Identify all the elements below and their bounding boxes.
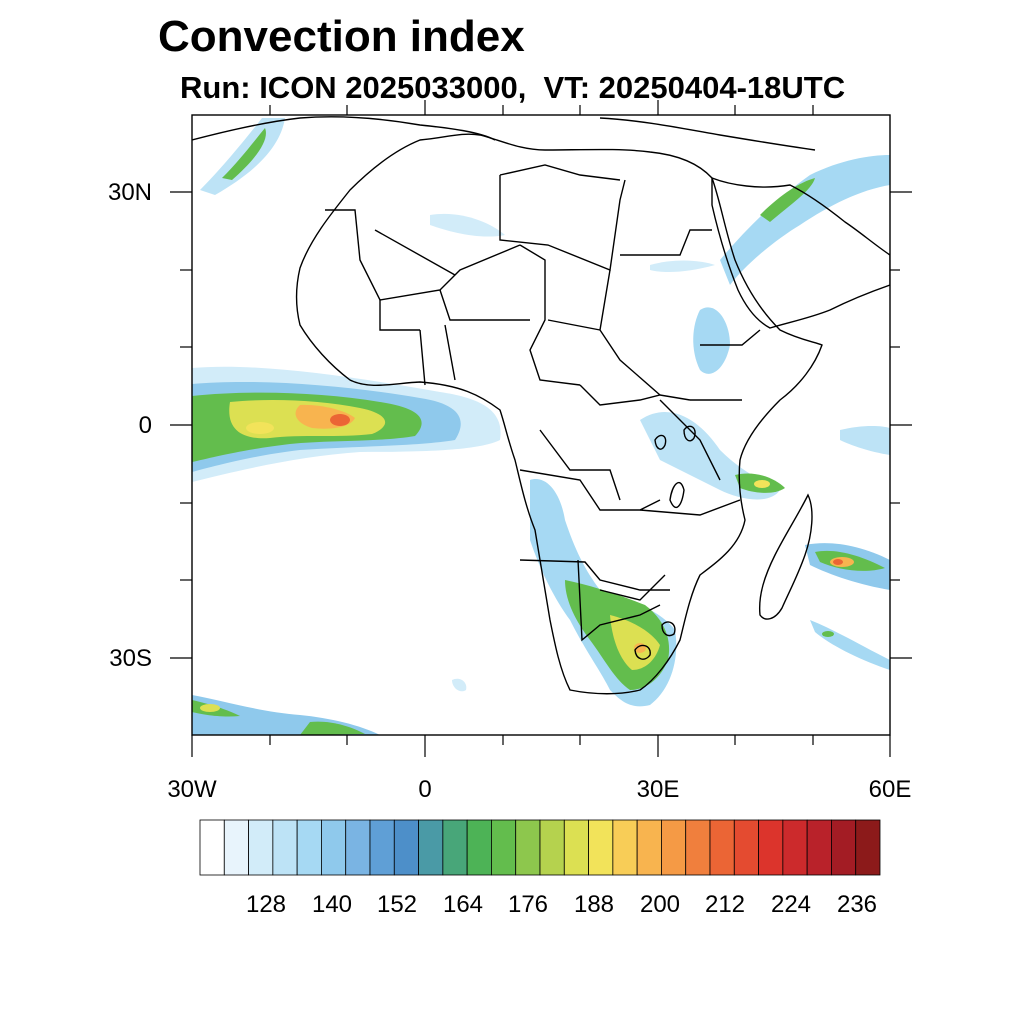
colorbar-tick-label: 140 [312,891,352,918]
colorbar-tick-label: 224 [771,891,811,918]
coastlines [192,116,890,695]
colorbar-cell [321,819,347,876]
colorbar-cell [442,819,468,876]
colorbar-cell [831,819,857,876]
colorbar-tick-label: 188 [574,891,614,918]
colorbar-cell [563,819,589,876]
lon-label-30w: 30W [167,776,217,803]
lat-label-0: 0 [139,412,152,439]
colorbar-cell [806,819,832,876]
colorbar-tick-label: 164 [443,891,483,918]
colorbar-tick-label: 200 [640,891,680,918]
colorbar-tick-label: 128 [246,891,286,918]
map-title: Convection index [158,12,525,61]
colorbar-cell [491,819,517,876]
colorbar-cell [248,819,274,876]
colorbar-cell [855,819,881,876]
colorbar-cell [758,819,784,876]
arabia-cloud [720,155,890,285]
colorbar-cell [709,819,735,876]
colorbar-cell [369,819,395,876]
convection-field [192,118,890,735]
colorbar-cell [588,819,614,876]
lon-label-30e: 30E [637,776,680,803]
axis-ticks [170,100,912,757]
colorbar-cell [539,819,565,876]
lon-label-60e: 60E [869,776,912,803]
colorbar-cell [515,819,541,876]
colorbar [199,819,881,876]
map-subtitle: Run: ICON 2025033000, VT: 20250404-18UTC [180,70,846,105]
colorbar-cell [661,819,687,876]
colorbar-cell [345,819,371,876]
colorbar-cell [272,819,298,876]
colorbar-cell [612,819,638,876]
colorbar-cell [296,819,322,876]
colorbar-tick-label: 152 [377,891,417,918]
colorbar-cell [418,819,444,876]
lat-label-30n: 30N [108,179,152,206]
lat-label-30s: 30S [109,645,152,672]
colorbar-labels: 128 140 152 164 176 188 200 212 224 236 [246,891,877,918]
colorbar-cell [393,819,419,876]
colorbar-cell [636,819,662,876]
colorbar-tick-label: 176 [508,891,548,918]
colorbar-cell [733,819,759,876]
colorbar-tick-label: 236 [837,891,877,918]
colorbar-cell [685,819,711,876]
colorbar-cell [223,819,249,876]
colorbar-cell [199,819,225,876]
lon-label-0: 0 [418,776,431,803]
colorbar-cell [782,819,808,876]
colorbar-tick-label: 212 [705,891,745,918]
colorbar-cell [466,819,492,876]
